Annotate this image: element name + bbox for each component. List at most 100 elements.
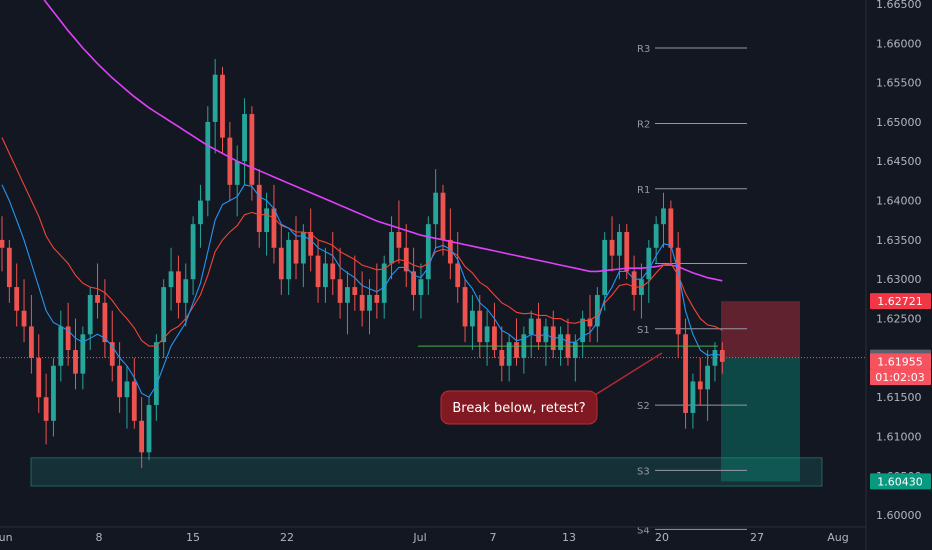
pivot-label: S4	[637, 525, 650, 536]
candle-body	[609, 239, 615, 256]
candle-body	[300, 232, 306, 264]
candle-body	[6, 247, 12, 288]
time-tick-label: 13	[562, 531, 576, 544]
candle-body	[396, 232, 402, 248]
candle-body	[580, 318, 586, 343]
candle-body	[470, 310, 475, 327]
candle-body	[447, 239, 453, 264]
candle-body	[345, 287, 350, 303]
candle-body	[359, 294, 365, 311]
candle-body	[153, 342, 159, 406]
candle-body	[161, 287, 167, 343]
candle-body	[198, 200, 203, 225]
candle-body	[308, 232, 314, 256]
time-tick-label: 15	[186, 531, 200, 544]
price-badge	[870, 369, 931, 386]
candle-body	[602, 239, 608, 295]
candle-body	[374, 294, 380, 303]
ma-slow-line	[43, 0, 723, 282]
price-tick-label: 1.61000	[876, 431, 922, 444]
candle-body	[558, 334, 563, 351]
candle-body	[705, 365, 710, 390]
candle-body	[477, 310, 483, 343]
candle-body	[506, 342, 512, 366]
price-badge-text: 1.60430	[877, 475, 923, 488]
price-tick-label: 1.62500	[876, 313, 922, 326]
candle-body	[36, 357, 42, 398]
time-tick-label: 20	[655, 531, 669, 544]
candle-body	[675, 247, 681, 335]
time-tick-label: 27	[750, 531, 764, 544]
candle-body	[176, 271, 181, 303]
price-tick-label: 1.65000	[876, 116, 922, 129]
candle-body	[43, 397, 49, 421]
price-badge	[870, 353, 931, 370]
zones-layer	[30, 301, 823, 487]
candle-body	[190, 224, 196, 280]
candle-body	[587, 318, 593, 327]
candle-body	[212, 74, 218, 122]
candle-body	[73, 350, 78, 374]
price-tick-label: 1.61500	[876, 391, 922, 404]
candle-body	[205, 121, 211, 201]
candle-body	[484, 326, 490, 343]
price-badge-text: 1.61955	[877, 355, 923, 368]
candle-body	[87, 294, 93, 335]
price-badge	[870, 293, 931, 310]
candle-body	[624, 232, 630, 272]
annotation-pointer	[594, 352, 663, 396]
candle-body	[168, 271, 174, 288]
price-tick-label: 1.66000	[876, 37, 922, 50]
price-badge	[870, 473, 931, 490]
candle-body	[131, 381, 137, 421]
time-tick-label: 7	[490, 531, 497, 544]
candle-body	[14, 287, 20, 311]
candle-body	[315, 255, 321, 288]
candle-body	[29, 326, 34, 358]
candle-body	[220, 74, 225, 138]
candle-body	[323, 263, 328, 288]
candle-body	[271, 208, 277, 248]
candle-body	[58, 326, 64, 366]
price-tick-label: 1.63000	[876, 273, 922, 286]
candle-body	[0, 239, 5, 248]
stop-loss-zone	[721, 301, 800, 358]
candle-body	[330, 263, 336, 280]
candle-body	[594, 294, 600, 327]
candle-body	[249, 114, 255, 185]
candle-body	[403, 247, 409, 272]
candle-body	[418, 279, 424, 295]
candle-body	[146, 405, 152, 453]
candle-body	[617, 232, 622, 256]
candle-body	[234, 161, 240, 185]
candle-body	[683, 334, 688, 413]
time-tick-label: 22	[280, 531, 294, 544]
candle-body	[462, 287, 468, 327]
candle-body	[286, 239, 292, 280]
candle-body	[278, 247, 284, 280]
time-tick-label: 8	[96, 531, 103, 544]
candle-body	[455, 263, 461, 288]
price-tick-label: 1.64500	[876, 155, 922, 168]
time-axis[interactable]: Jun 8 15 22 Jul 7 13 20 27 Aug	[0, 531, 849, 544]
candle-body	[492, 326, 497, 351]
candle-body	[719, 350, 725, 362]
candle-body	[124, 381, 130, 398]
candle-body	[646, 247, 652, 280]
price-tick-label: 1.66500	[876, 0, 922, 11]
candle-body	[440, 192, 446, 240]
ma-fast-line	[1, 184, 723, 398]
price-tick-label: 1.60000	[876, 509, 922, 522]
candle-body	[653, 224, 659, 248]
candle-body	[536, 318, 541, 343]
candle-body	[389, 232, 394, 264]
candle-body	[661, 208, 666, 225]
support-zone	[30, 457, 823, 487]
candle-body	[337, 279, 343, 303]
candle-body	[117, 365, 122, 398]
candle-body	[433, 192, 439, 225]
candle-body	[80, 334, 86, 374]
